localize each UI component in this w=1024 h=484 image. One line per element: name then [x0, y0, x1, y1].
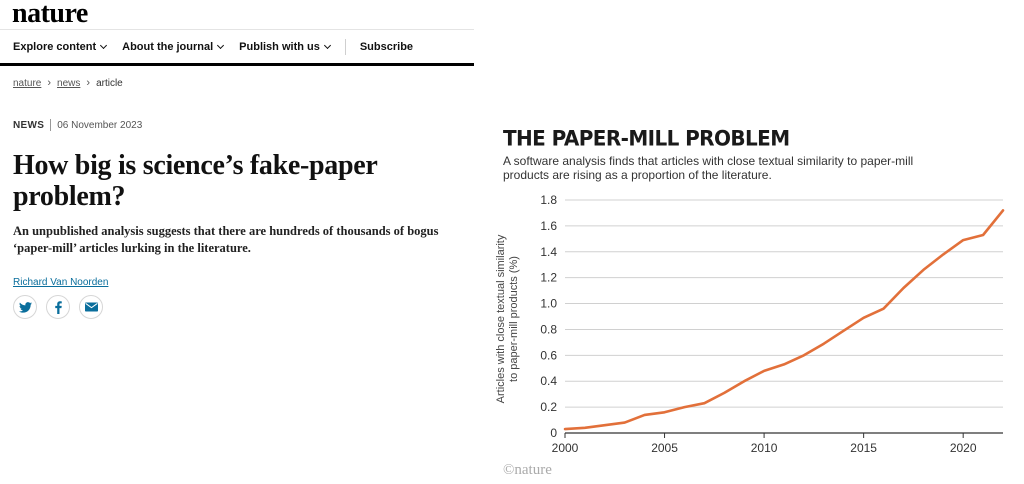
article-type: NEWS — [13, 119, 45, 131]
main-nav: Explore content About the journal Publis… — [13, 39, 429, 55]
facebook-icon — [54, 300, 62, 314]
nav-subscribe[interactable]: Subscribe — [359, 41, 414, 53]
chart-subtitle: A software analysis finds that articles … — [503, 154, 914, 182]
x-tick-label: 2020 — [950, 441, 977, 455]
y-tick-label: 1.2 — [540, 271, 557, 285]
y-tick-label: 1.6 — [540, 219, 557, 233]
breadcrumb: nature › news › article — [13, 77, 123, 89]
nav-publish-with-us[interactable]: Publish with us — [239, 41, 331, 53]
y-tick-label: 0 — [550, 426, 557, 440]
twitter-icon — [18, 301, 32, 313]
nav-divider — [344, 39, 346, 55]
x-tick-label: 2000 — [552, 441, 579, 455]
email-icon — [84, 302, 98, 312]
publish-date: 06 November 2023 — [57, 119, 143, 131]
share-twitter-button[interactable] — [13, 295, 37, 319]
article-title: How big is science’s fake-paper problem? — [13, 150, 378, 212]
breadcrumb-nature[interactable]: nature — [13, 77, 42, 89]
x-tick-label: 2005 — [651, 441, 678, 455]
nav-explore-content[interactable]: Explore content — [13, 41, 108, 53]
author-link[interactable]: Richard Van Noorden — [13, 277, 109, 288]
y-tick-label: 0.8 — [540, 322, 557, 336]
nature-logo[interactable]: nature — [12, 0, 88, 29]
nav-about-the-journal[interactable]: About the journal — [122, 41, 225, 53]
y-tick-label: 0.2 — [540, 400, 557, 414]
header-divider — [0, 29, 474, 30]
meta-divider — [50, 119, 52, 131]
article-standfirst: An unpublished analysis suggests that th… — [13, 224, 439, 255]
series-line — [563, 209, 1005, 431]
y-tick-label: 1.0 — [540, 297, 557, 311]
nav-publish-with-us-label: Publish with us — [239, 41, 320, 53]
breadcrumb-news[interactable]: news — [57, 77, 81, 89]
article-meta: NEWS 06 November 2023 — [13, 119, 142, 131]
y-tick-label: 1.4 — [540, 245, 557, 259]
y-tick-label: 1.8 — [540, 193, 557, 207]
chevron-right-icon: › — [47, 77, 52, 89]
x-tick-label: 2010 — [751, 441, 778, 455]
chart-title: THE PAPER-MILL PROBLEM — [503, 125, 790, 151]
share-facebook-button[interactable] — [46, 295, 70, 319]
nav-explore-content-label: Explore content — [13, 41, 97, 53]
breadcrumb-current: article — [96, 77, 123, 89]
y-tick-label: 0.6 — [540, 348, 557, 362]
nav-underline — [0, 63, 474, 66]
share-email-button[interactable] — [79, 295, 103, 319]
y-tick-label: 0.4 — [540, 374, 557, 388]
x-tick-label: 2015 — [850, 441, 877, 455]
article-panel: nature Explore content About the journal… — [0, 0, 474, 484]
share-buttons — [13, 295, 112, 319]
nav-about-the-journal-label: About the journal — [122, 41, 214, 53]
chevron-right-icon: › — [86, 77, 91, 89]
figure-credit: ©nature — [503, 462, 552, 478]
